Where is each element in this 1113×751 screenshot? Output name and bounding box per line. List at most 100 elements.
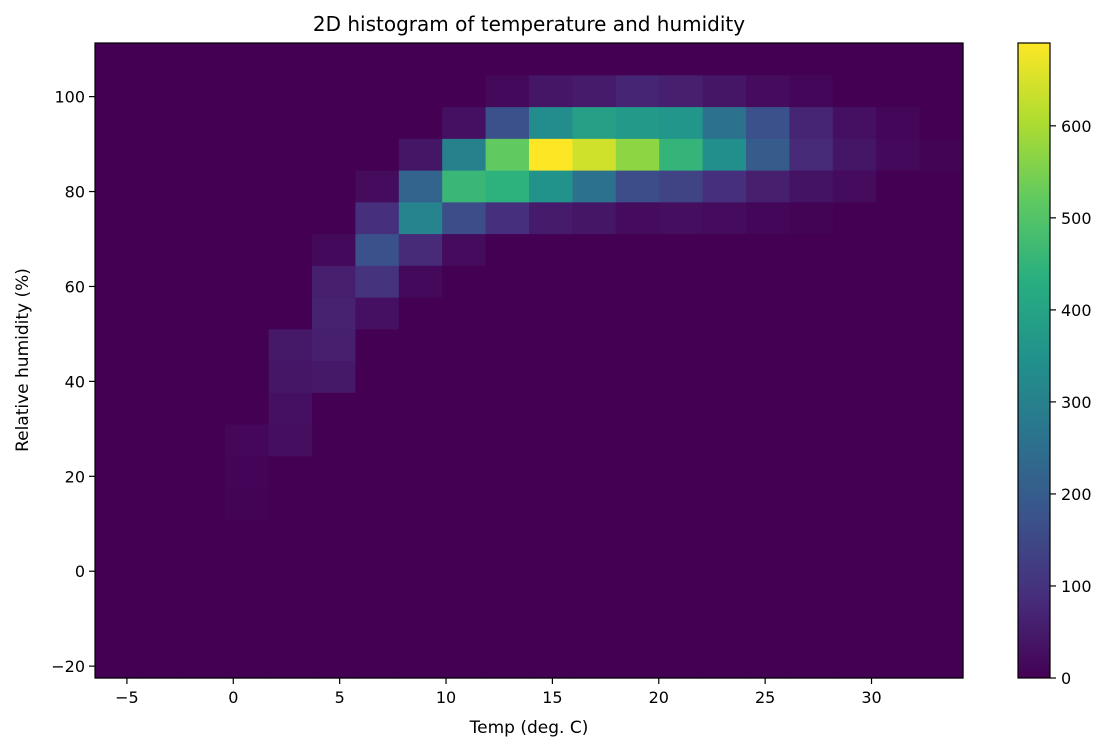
histogram-cell — [95, 487, 139, 520]
histogram-cell — [485, 551, 530, 584]
histogram-cell — [746, 233, 790, 266]
histogram-cell — [746, 424, 790, 457]
histogram-cell — [225, 233, 270, 266]
histogram-cell — [485, 582, 530, 616]
histogram-cell — [442, 582, 487, 616]
histogram-cell — [355, 392, 400, 425]
histogram-cell — [138, 106, 183, 139]
histogram-cells — [95, 43, 964, 679]
histogram-cell — [95, 74, 139, 108]
histogram-cell — [312, 106, 356, 139]
histogram-cell — [789, 328, 834, 362]
histogram-cell — [702, 519, 747, 552]
histogram-cell — [442, 297, 487, 330]
histogram-cell — [832, 392, 877, 425]
histogram-cell — [876, 551, 921, 584]
x-tick-label: 10 — [436, 688, 456, 707]
histogram-cell — [485, 360, 530, 393]
histogram-cell — [442, 233, 487, 266]
histogram-cell — [225, 487, 270, 520]
histogram-cell — [746, 328, 790, 362]
histogram-cell — [659, 328, 704, 362]
histogram-cell — [95, 297, 139, 330]
histogram-cell — [268, 424, 313, 457]
histogram-cell — [746, 455, 790, 489]
histogram-cell — [442, 360, 487, 393]
histogram-cell — [572, 392, 617, 425]
histogram-cell — [485, 170, 530, 203]
histogram-cell — [615, 392, 660, 425]
histogram-cell — [398, 328, 443, 362]
histogram-cell — [138, 646, 183, 679]
histogram-cell — [268, 297, 313, 330]
histogram-cell — [485, 614, 530, 647]
histogram-cell — [702, 614, 747, 647]
histogram-cell — [919, 265, 964, 298]
histogram-cell — [312, 360, 356, 393]
histogram-cell — [312, 455, 356, 489]
histogram-cell — [138, 233, 183, 266]
histogram-cell — [919, 424, 964, 457]
histogram-cell — [919, 551, 964, 584]
histogram-cell — [615, 551, 660, 584]
histogram-cell — [876, 106, 921, 139]
histogram-cell — [529, 265, 573, 298]
histogram-cell — [181, 646, 226, 679]
histogram-cell — [398, 297, 443, 330]
histogram-cell — [398, 43, 443, 76]
histogram-cell — [659, 519, 704, 552]
x-axis-ticks: −5 0 5 10 15 20 25 30 — [115, 678, 882, 707]
histogram-cell — [832, 201, 877, 235]
histogram-cell — [832, 233, 877, 266]
histogram-cell — [615, 201, 660, 235]
histogram-cell — [832, 424, 877, 457]
histogram-cell — [485, 297, 530, 330]
histogram-cell — [746, 614, 790, 647]
histogram-cell — [919, 138, 964, 171]
histogram-cell — [615, 614, 660, 647]
histogram-cell — [485, 138, 530, 171]
histogram-cell — [442, 106, 487, 139]
histogram-cell — [659, 614, 704, 647]
histogram-cell — [572, 74, 617, 108]
histogram-cell — [702, 170, 747, 203]
histogram-cell — [789, 138, 834, 171]
histogram-cell — [268, 646, 313, 679]
histogram-cell — [355, 201, 400, 235]
histogram-cell — [442, 646, 487, 679]
histogram-cell — [746, 138, 790, 171]
histogram-cell — [95, 646, 139, 679]
histogram-cell — [181, 455, 226, 489]
x-tick-label: −5 — [115, 688, 139, 707]
histogram-cell — [746, 551, 790, 584]
histogram-cell — [268, 170, 313, 203]
histogram-cell — [398, 487, 443, 520]
histogram-cell — [485, 519, 530, 552]
histogram-cell — [225, 43, 270, 76]
histogram-cell — [225, 297, 270, 330]
histogram-cell — [789, 455, 834, 489]
histogram-cell — [138, 138, 183, 171]
histogram-cell — [746, 582, 790, 616]
colorbar-tick-label: 100 — [1061, 577, 1092, 596]
histogram-cell — [919, 297, 964, 330]
histogram-cell — [702, 360, 747, 393]
histogram-cell — [789, 201, 834, 235]
histogram-cell — [442, 392, 487, 425]
histogram-cell — [138, 551, 183, 584]
histogram-cell — [355, 519, 400, 552]
histogram-cell — [95, 424, 139, 457]
histogram-cell — [312, 170, 356, 203]
histogram-cell — [225, 138, 270, 171]
colorbar-tick-label: 300 — [1061, 393, 1092, 412]
histogram-cell — [572, 201, 617, 235]
histogram-cell — [919, 392, 964, 425]
histogram-cell — [876, 360, 921, 393]
histogram-cell — [832, 328, 877, 362]
histogram-cell — [615, 138, 660, 171]
histogram-cell — [181, 360, 226, 393]
histogram-cell — [789, 74, 834, 108]
histogram-cell — [268, 328, 313, 362]
histogram-cell — [529, 328, 573, 362]
histogram-cell — [225, 265, 270, 298]
